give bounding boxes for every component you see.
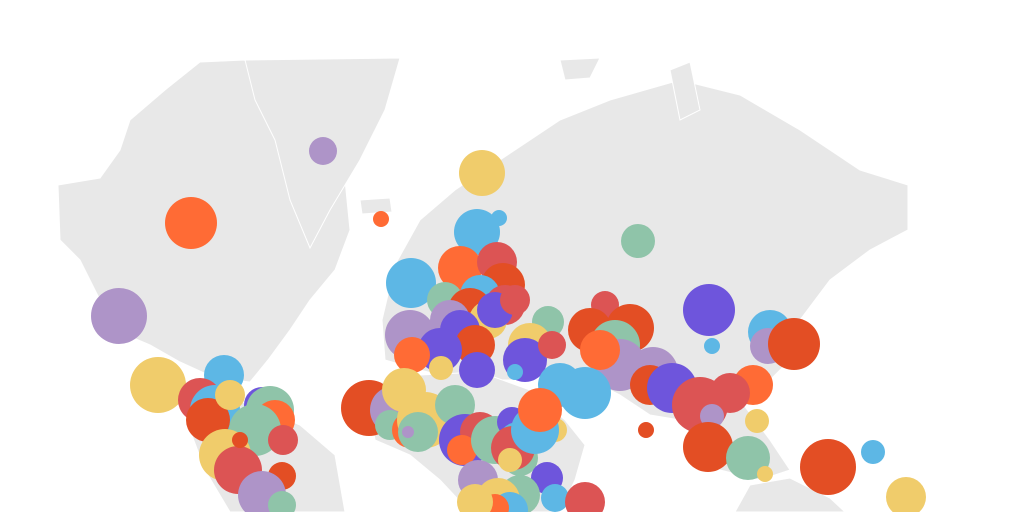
bubble-marker[interactable]	[700, 404, 724, 428]
bubble-marker[interactable]	[373, 211, 389, 227]
bubble-marker[interactable]	[683, 422, 733, 472]
bubble-marker[interactable]	[309, 137, 337, 165]
bubble-marker[interactable]	[398, 412, 438, 452]
bubble-marker[interactable]	[757, 466, 773, 482]
bubble-marker[interactable]	[768, 318, 820, 370]
bubble-marker[interactable]	[580, 330, 620, 370]
bubble-marker[interactable]	[745, 409, 769, 433]
bubble-marker[interactable]	[565, 482, 605, 512]
bubble-marker[interactable]	[518, 388, 562, 432]
bubble-marker[interactable]	[130, 357, 186, 413]
bubble-marker[interactable]	[268, 425, 298, 455]
bubble-marker[interactable]	[800, 439, 856, 495]
landmass-australia	[734, 477, 846, 512]
bubble-marker[interactable]	[559, 367, 611, 419]
bubble-marker[interactable]	[861, 440, 885, 464]
bubble-marker[interactable]	[394, 337, 430, 373]
bubble-marker[interactable]	[459, 352, 495, 388]
bubble-marker[interactable]	[704, 338, 720, 354]
bubble-marker[interactable]	[638, 422, 654, 438]
bubble-marker[interactable]	[498, 448, 522, 472]
bubble-marker[interactable]	[886, 477, 926, 512]
bubble-marker[interactable]	[165, 197, 217, 249]
bubble-marker[interactable]	[507, 364, 523, 380]
bubble-marker[interactable]	[459, 150, 505, 196]
bubble-marker[interactable]	[454, 209, 500, 255]
bubble-marker[interactable]	[447, 435, 477, 465]
bubble-marker[interactable]	[457, 484, 493, 512]
bubble-marker[interactable]	[418, 328, 462, 372]
bubble-marker[interactable]	[683, 284, 735, 336]
bubble-marker[interactable]	[402, 426, 414, 438]
bubble-marker[interactable]	[500, 285, 530, 315]
landmass-iceland	[359, 197, 393, 215]
bubble-marker[interactable]	[268, 491, 296, 512]
bubble-layer	[91, 137, 926, 512]
bubble-marker[interactable]	[541, 484, 569, 512]
bubble-marker[interactable]	[621, 224, 655, 258]
bubble-marker[interactable]	[429, 356, 453, 380]
bubble-marker[interactable]	[91, 288, 147, 344]
landmass-svalbard	[559, 57, 601, 81]
bubble-marker[interactable]	[538, 331, 566, 359]
landmass-novaya-zemlya	[669, 61, 701, 121]
bubble-marker[interactable]	[215, 380, 245, 410]
bubble-marker[interactable]	[232, 432, 248, 448]
bubble-marker[interactable]	[386, 258, 436, 308]
